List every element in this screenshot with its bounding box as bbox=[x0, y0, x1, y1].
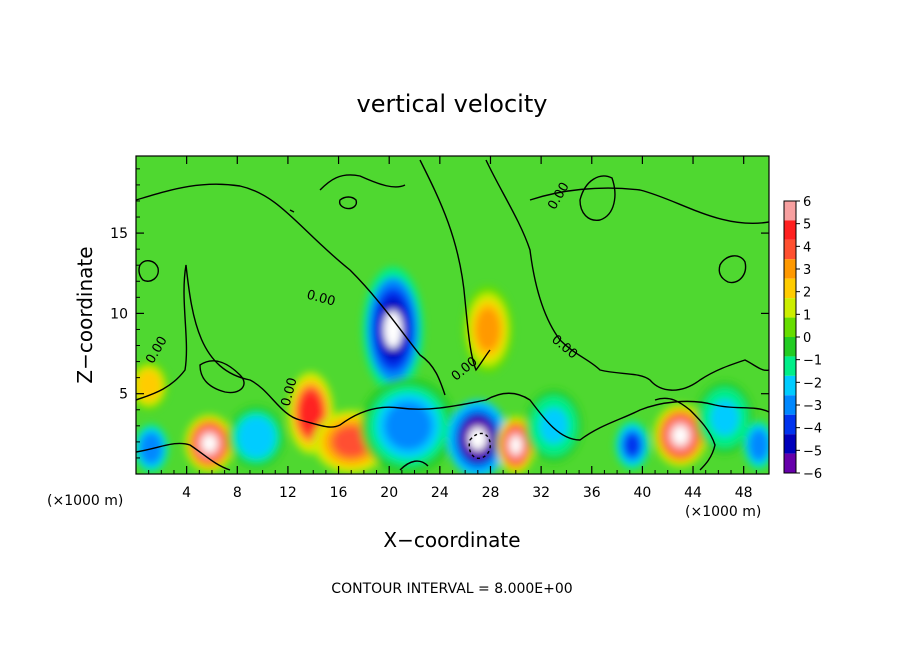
contour-interval: CONTOUR INTERVAL = 8.000E+00 bbox=[331, 581, 572, 597]
colorbar-swatch bbox=[784, 259, 796, 279]
contour-line bbox=[718, 255, 747, 284]
contour-line bbox=[289, 209, 295, 213]
colorbar-tick-label: −3 bbox=[803, 399, 822, 414]
colorbar-swatch bbox=[784, 298, 796, 318]
contour-line bbox=[654, 397, 716, 471]
y-axis: 5 10 15 bbox=[110, 168, 769, 459]
contour-line bbox=[399, 460, 429, 471]
x-tick-label: 4 bbox=[182, 485, 191, 501]
colorbar-tick-label: 2 bbox=[803, 286, 811, 301]
velocity-cell bbox=[299, 392, 323, 434]
y-tick-label: 10 bbox=[110, 306, 128, 322]
contour-line bbox=[136, 183, 446, 396]
velocity-cell bbox=[710, 399, 739, 436]
colorbar-tick-label: −6 bbox=[803, 467, 822, 482]
velocity-cell bbox=[751, 433, 767, 458]
x-tick-label: 36 bbox=[583, 485, 601, 501]
velocity-cell bbox=[475, 307, 501, 352]
colorbar-tick-label: −2 bbox=[803, 376, 822, 391]
contour-line-dashed bbox=[468, 432, 491, 459]
colorbar-swatch bbox=[784, 220, 796, 240]
contour-line bbox=[579, 175, 616, 221]
contour-label: 0.00 bbox=[305, 288, 337, 310]
contour-line bbox=[136, 264, 769, 441]
colorbar-swatch bbox=[784, 356, 796, 376]
colorbar-swatch bbox=[784, 278, 796, 299]
colorbar-swatch bbox=[784, 453, 796, 473]
x-axis: 4 8 12 16 20 24 28 32 36 40 44 48 bbox=[148, 156, 757, 501]
y-tick-label: 5 bbox=[119, 387, 128, 403]
colorbar-swatch bbox=[784, 375, 796, 396]
colorbar-tick-label: 1 bbox=[803, 308, 811, 323]
velocity-cell bbox=[242, 421, 271, 453]
colorbar-swatch bbox=[784, 201, 796, 221]
contour-line bbox=[485, 159, 769, 391]
velocity-cell bbox=[139, 373, 159, 398]
x-tick-label: 32 bbox=[532, 485, 550, 501]
colorbar-tick-label: 6 bbox=[803, 195, 811, 210]
contour-label: 0.00 bbox=[279, 376, 301, 408]
velocity-core bbox=[672, 426, 689, 445]
x-tick-label: 24 bbox=[431, 485, 449, 501]
velocity-core bbox=[510, 436, 522, 454]
contour-line bbox=[136, 442, 231, 471]
velocity-core bbox=[383, 310, 403, 349]
y-tick-label: 15 bbox=[110, 226, 128, 242]
contour-line bbox=[419, 159, 491, 372]
colorbar-tick-label: 4 bbox=[803, 240, 811, 255]
x-unit-left: (×1000 m) bbox=[47, 493, 123, 509]
colorbar-swatch bbox=[784, 317, 796, 337]
x-axis-label: X−coordinate bbox=[383, 528, 520, 552]
chart-title: vertical velocity bbox=[357, 90, 548, 118]
colorbar-tick-label: 0 bbox=[803, 331, 811, 346]
x-tick-label: 44 bbox=[684, 485, 702, 501]
colorbar-swatch bbox=[784, 434, 796, 454]
colorbar-swatch bbox=[784, 414, 796, 435]
x-unit-right: (×1000 m) bbox=[685, 504, 761, 520]
colorbar-tick-label: −1 bbox=[803, 354, 822, 369]
velocity-cell bbox=[332, 426, 371, 458]
contour-line bbox=[319, 174, 406, 191]
colorbar: 6 5 4 3 2 1 0 −1 −2 −3 −4 −5 −6 bbox=[783, 195, 822, 482]
colorbar-swatch bbox=[784, 239, 796, 260]
velocity-core bbox=[202, 434, 217, 453]
contour-line bbox=[138, 260, 159, 282]
contour-line bbox=[199, 360, 245, 394]
x-tick-label: 48 bbox=[735, 485, 753, 501]
contour-line bbox=[529, 187, 769, 224]
velocity-cell bbox=[539, 407, 569, 444]
x-tick-label: 28 bbox=[482, 485, 500, 501]
colorbar-swatch bbox=[784, 395, 796, 415]
y-axis-label: Z−coordinate bbox=[73, 246, 97, 383]
x-tick-label: 8 bbox=[233, 485, 242, 501]
zero-contours bbox=[136, 159, 769, 471]
velocity-cell bbox=[384, 401, 432, 450]
colorbar-tick-label: 5 bbox=[803, 218, 811, 233]
contour-line bbox=[338, 196, 358, 210]
colorbar-swatch bbox=[784, 337, 796, 357]
x-tick-label: 16 bbox=[330, 485, 348, 501]
x-tick-label: 20 bbox=[380, 485, 398, 501]
plot-area: 0.000.000.000.000.000.00 bbox=[136, 156, 769, 474]
x-tick-label: 40 bbox=[633, 485, 651, 501]
x-tick-label: 12 bbox=[279, 485, 297, 501]
colorbar-tick-label: −4 bbox=[803, 422, 822, 437]
colorbar-tick-label: −5 bbox=[803, 444, 822, 459]
velocity-cell bbox=[623, 433, 641, 458]
colorbar-tick-label: 3 bbox=[803, 263, 811, 278]
